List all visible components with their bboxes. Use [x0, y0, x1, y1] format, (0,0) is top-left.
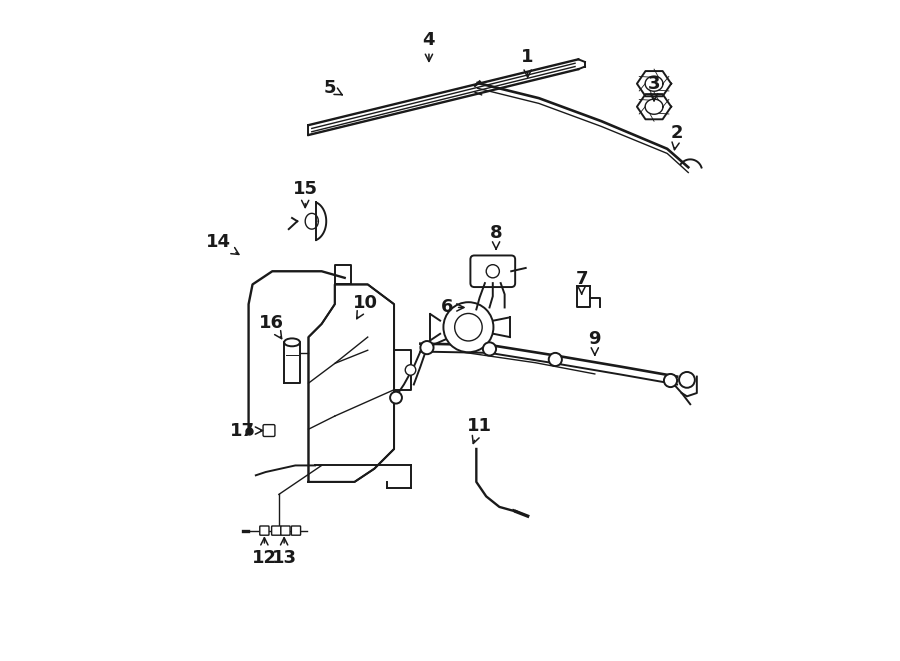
FancyBboxPatch shape: [263, 424, 274, 436]
FancyBboxPatch shape: [272, 526, 281, 535]
Text: 15: 15: [292, 180, 318, 208]
Text: 6: 6: [440, 299, 464, 317]
Circle shape: [420, 341, 434, 354]
Text: 2: 2: [670, 124, 683, 149]
Circle shape: [454, 313, 482, 341]
Text: 8: 8: [490, 224, 502, 249]
Circle shape: [390, 392, 402, 404]
Circle shape: [483, 342, 496, 356]
Circle shape: [664, 374, 677, 387]
Text: 12: 12: [252, 537, 277, 566]
FancyBboxPatch shape: [471, 255, 515, 287]
Polygon shape: [284, 342, 300, 383]
Text: 11: 11: [467, 417, 492, 444]
Text: 16: 16: [258, 313, 284, 338]
Text: 3: 3: [648, 75, 661, 101]
Text: 17: 17: [230, 422, 263, 440]
FancyBboxPatch shape: [260, 526, 269, 535]
Text: 1: 1: [521, 48, 534, 77]
Text: 10: 10: [353, 294, 378, 319]
Circle shape: [405, 365, 416, 375]
Polygon shape: [637, 71, 671, 97]
Circle shape: [549, 353, 562, 366]
Text: 7: 7: [575, 270, 588, 294]
Text: 13: 13: [272, 537, 297, 566]
Text: 4: 4: [423, 30, 436, 61]
Polygon shape: [309, 284, 394, 482]
FancyBboxPatch shape: [292, 526, 301, 535]
Circle shape: [486, 264, 500, 278]
FancyBboxPatch shape: [281, 526, 290, 535]
Text: 9: 9: [589, 330, 601, 355]
Circle shape: [444, 302, 493, 352]
Text: 14: 14: [206, 233, 238, 254]
Polygon shape: [637, 94, 671, 119]
Text: 5: 5: [324, 79, 342, 97]
Circle shape: [680, 372, 695, 388]
Ellipse shape: [284, 338, 300, 346]
